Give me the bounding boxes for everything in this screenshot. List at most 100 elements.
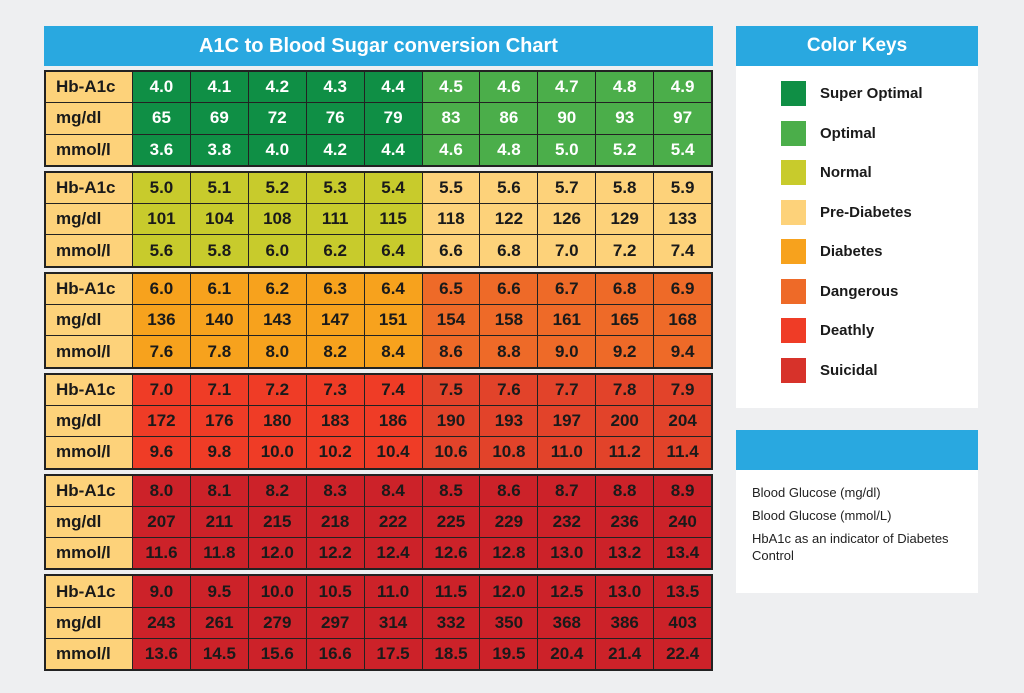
table-cell: 314 [363, 607, 422, 639]
legend-swatch [781, 160, 806, 186]
table-cell: 5.4 [653, 134, 712, 165]
table-group: Hb-A1c 6.0 6.1 6.2 6.3 6.4 6.5 6.6 6.7 6.8 6.9 mg/d… [44, 271, 713, 369]
table-cell: 8.1 [189, 475, 248, 506]
table-cell: 143 [247, 305, 306, 336]
row-label: Hb-A1c [46, 475, 132, 506]
table-cell: 207 [132, 506, 190, 538]
table-cell: 332 [421, 607, 480, 639]
table-cell: 6.7 [537, 273, 596, 305]
table-cell: 17.5 [363, 639, 422, 670]
row-label: mmol/l [46, 336, 132, 367]
legend-item: Pre-Diabetes [736, 193, 978, 233]
table-cell: 11.0 [537, 437, 596, 468]
table-cell: 5.8 [595, 172, 654, 204]
row-label: Hb-A1c [46, 576, 132, 607]
table-cell: 118 [421, 204, 480, 235]
table-cell: 9.2 [595, 336, 654, 367]
table-cell: 4.9 [653, 72, 712, 103]
table-cell: 7.8 [189, 336, 248, 367]
row-label: mmol/l [46, 639, 132, 670]
color-keys-panel: Color Keys Super Optimal Optimal Normal Pre… [736, 26, 978, 408]
table-row: Hb-A1c 6.0 6.1 6.2 6.3 6.4 6.5 6.6 6.7 6.8 6.9 [46, 273, 712, 305]
table-cell: 8.5 [421, 475, 480, 506]
table-cell: 7.6 [479, 374, 538, 405]
table-cell: 11.4 [653, 437, 712, 468]
table-cell: 204 [653, 405, 712, 437]
legend-label: Normal [820, 164, 872, 182]
table-cell: 129 [595, 204, 654, 235]
table-cell: 18.5 [421, 639, 480, 670]
table-cell: 5.6 [132, 235, 190, 266]
table-cell: 8.2 [247, 475, 306, 506]
table-cell: 101 [132, 204, 190, 235]
table-cell: 76 [305, 103, 364, 134]
table-cell: 13.0 [537, 538, 596, 569]
row-label: mg/dl [46, 305, 132, 336]
table-cell: 5.2 [595, 134, 654, 165]
table-cell: 12.0 [247, 538, 306, 569]
row-label: mg/dl [46, 405, 132, 437]
table-cell: 5.8 [189, 235, 248, 266]
table-cell: 4.6 [421, 134, 480, 165]
table-cell: 65 [132, 103, 190, 134]
table-cell: 5.6 [479, 172, 538, 204]
table-cell: 136 [132, 305, 190, 336]
table-cell: 11.5 [421, 576, 480, 607]
row-label: Hb-A1c [46, 172, 132, 204]
table-row: mg/dl 243 261 279 297 314 332 350 368 386 403 [46, 606, 712, 639]
legend-list: Super Optimal Optimal Normal Pre-Diabetes Di… [736, 66, 978, 390]
table-cell: 222 [363, 506, 422, 538]
table-row: mg/dl 207 211 215 218 222 225 229 232 236 240 [46, 505, 712, 538]
table-cell: 211 [189, 506, 248, 538]
table-cell: 8.4 [363, 475, 422, 506]
table-cell: 8.8 [479, 336, 538, 367]
table-cell: 12.4 [363, 538, 422, 569]
table-cell: 6.0 [132, 273, 190, 305]
table-cell: 14.5 [189, 639, 248, 670]
table-cell: 79 [363, 103, 422, 134]
legend-item: Normal [736, 153, 978, 193]
table-cell: 350 [479, 607, 538, 639]
table-cell: 12.2 [305, 538, 364, 569]
table-cell: 13.2 [595, 538, 654, 569]
table-cell: 232 [537, 506, 596, 538]
table-cell: 12.8 [479, 538, 538, 569]
table-cell: 6.3 [305, 273, 364, 305]
chart-title: A1C to Blood Sugar conversion Chart [44, 26, 713, 66]
table-cell: 4.8 [595, 72, 654, 103]
table-row: mg/dl 65 69 72 76 79 83 86 90 93 97 [46, 102, 712, 134]
table-cell: 243 [132, 607, 190, 639]
table-row: mmol/l 9.6 9.8 10.0 10.2 10.4 10.6 10.8 11.0 11.2… [46, 436, 712, 468]
row-label: Hb-A1c [46, 72, 132, 103]
table-cell: 5.1 [189, 172, 248, 204]
table-cell: 7.0 [132, 374, 190, 405]
legend-swatch [781, 357, 806, 383]
legend-label: Super Optimal [820, 85, 923, 103]
table-cell: 7.2 [247, 374, 306, 405]
table-cell: 72 [247, 103, 306, 134]
table-cell: 7.9 [653, 374, 712, 405]
info-line: Blood Glucose (mmol/L) [752, 508, 892, 523]
table-cell: 5.3 [305, 172, 364, 204]
table-cell: 7.3 [305, 374, 364, 405]
table-cell: 10.2 [305, 437, 364, 468]
table-cell: 176 [189, 405, 248, 437]
table-group: Hb-A1c 7.0 7.1 7.2 7.3 7.4 7.5 7.6 7.7 7.8 7.9 mg/d… [44, 372, 713, 470]
table-cell: 7.5 [421, 374, 480, 405]
table-row: mmol/l 11.6 11.8 12.0 12.2 12.4 12.6 12.8 13.0 13… [46, 537, 712, 569]
table-cell: 133 [653, 204, 712, 235]
table-cell: 4.4 [363, 72, 422, 103]
table-cell: 168 [653, 305, 712, 336]
table-cell: 83 [421, 103, 480, 134]
table-cell: 7.4 [653, 235, 712, 266]
legend-swatch [781, 81, 806, 107]
legend-item: Deathly [736, 311, 978, 351]
table-cell: 9.6 [132, 437, 190, 468]
table-cell: 8.0 [247, 336, 306, 367]
table-cell: 158 [479, 305, 538, 336]
table-cell: 7.0 [537, 235, 596, 266]
table-cell: 8.3 [305, 475, 364, 506]
table-cell: 368 [537, 607, 596, 639]
table-cell: 6.9 [653, 273, 712, 305]
table-cell: 10.5 [305, 576, 364, 607]
